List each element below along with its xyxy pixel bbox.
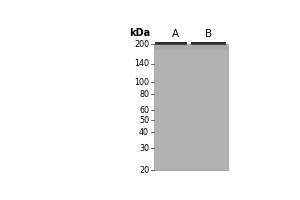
Text: 200: 200 xyxy=(134,40,149,49)
Text: 60: 60 xyxy=(139,106,149,115)
FancyBboxPatch shape xyxy=(154,44,228,170)
Text: A: A xyxy=(172,29,179,39)
Text: 40: 40 xyxy=(139,128,149,137)
Text: B: B xyxy=(205,29,212,39)
Text: 50: 50 xyxy=(139,116,149,125)
Text: kDa: kDa xyxy=(129,28,150,38)
Text: 100: 100 xyxy=(134,78,149,87)
Text: 80: 80 xyxy=(139,90,149,99)
Text: 30: 30 xyxy=(139,144,149,153)
FancyBboxPatch shape xyxy=(191,42,226,45)
FancyBboxPatch shape xyxy=(154,44,228,50)
Text: 20: 20 xyxy=(139,166,149,175)
Text: 140: 140 xyxy=(134,59,149,68)
FancyBboxPatch shape xyxy=(155,42,188,45)
